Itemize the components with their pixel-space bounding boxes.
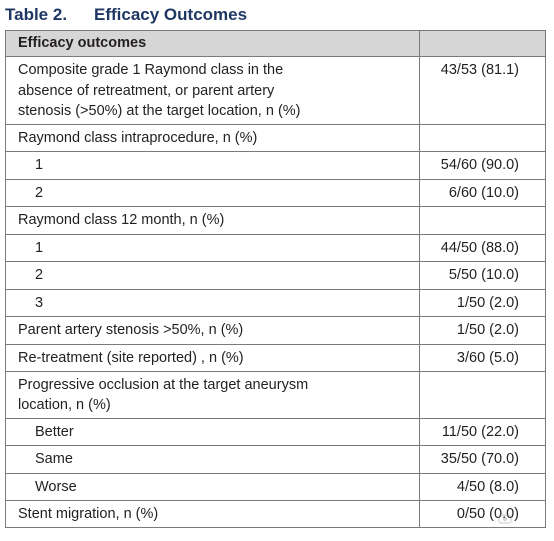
row-value: 1/50 (2.0) [419, 315, 546, 345]
row-value [419, 123, 546, 152]
table-title: Table 2. Efficacy Outcomes [5, 4, 247, 26]
row-value: 44/50 (88.0) [419, 233, 546, 262]
table-row: 1 44/50 (88.0) [5, 233, 546, 262]
row-value: 1/50 (2.0) [419, 288, 546, 317]
row-value: 5/50 (10.0) [419, 260, 546, 290]
row-label: Progressive occlusion at the target aneu… [5, 370, 420, 419]
row-label: Worse [5, 472, 420, 501]
efficacy-table: Efficacy outcomes Composite grade 1 Raym… [5, 30, 546, 528]
table-row: 1 54/60 (90.0) [5, 150, 546, 180]
header-efficacy-outcomes: Efficacy outcomes [5, 30, 420, 57]
table-row: Raymond class intraprocedure, n (%) [5, 123, 546, 152]
row-value [419, 370, 546, 419]
row-value: 54/60 (90.0) [419, 150, 546, 180]
row-value: 43/53 (81.1) [419, 56, 546, 125]
table-row: Stent migration, n (%) 0/50 (0.0) [5, 499, 546, 528]
row-label: Same [5, 444, 420, 474]
table-row: Better 11/50 (22.0) [5, 417, 546, 446]
table-row: Re-treatment (site reported) , n (%) 3/60… [5, 343, 546, 372]
row-value: 4/50 (8.0) [419, 472, 546, 501]
row-label: Raymond class intraprocedure, n (%) [5, 123, 420, 152]
row-value: 11/50 (22.0) [419, 417, 546, 446]
row-value [419, 205, 546, 235]
row-value: 6/60 (10.0) [419, 178, 546, 207]
table-row: 2 5/50 (10.0) [5, 260, 546, 290]
row-label: Re-treatment (site reported) , n (%) [5, 343, 420, 372]
row-value: 35/50 (70.0) [419, 444, 546, 474]
row-label: Composite grade 1 Raymond class in the ab… [5, 56, 420, 125]
table-title-text: Efficacy Outcomes [94, 5, 248, 24]
row-label: 2 [5, 178, 420, 207]
header-value [419, 30, 546, 57]
row-label: 3 [5, 288, 420, 317]
row-label: 2 [5, 260, 420, 290]
table-row: Same 35/50 (70.0) [5, 444, 546, 474]
row-value: 0/50 (0.0) [419, 499, 546, 528]
row-label: Raymond class 12 month, n (%) [5, 205, 420, 235]
table-row: Raymond class 12 month, n (%) [5, 205, 546, 235]
table-row: Worse 4/50 (8.0) [5, 472, 546, 501]
table-row: 3 1/50 (2.0) [5, 288, 546, 317]
row-value: 3/60 (5.0) [419, 343, 546, 372]
table-row: Composite grade 1 Raymond class in the ab… [5, 56, 546, 125]
row-label: 1 [5, 150, 420, 180]
row-label: Stent migration, n (%) [5, 499, 420, 528]
table-row: Parent artery stenosis >50%, n (%) 1/50 (… [5, 315, 546, 345]
watermark-logo [498, 514, 512, 524]
table-header-row: Efficacy outcomes [5, 30, 546, 57]
row-label: 1 [5, 233, 420, 262]
table-row: Progressive occlusion at the target aneu… [5, 370, 546, 419]
row-label: Better [5, 417, 420, 446]
table-body: Composite grade 1 Raymond class in the ab… [5, 56, 546, 528]
table-row: 2 6/60 (10.0) [5, 178, 546, 207]
table-number: Table 2. [5, 5, 68, 24]
row-label: Parent artery stenosis >50%, n (%) [5, 315, 420, 345]
